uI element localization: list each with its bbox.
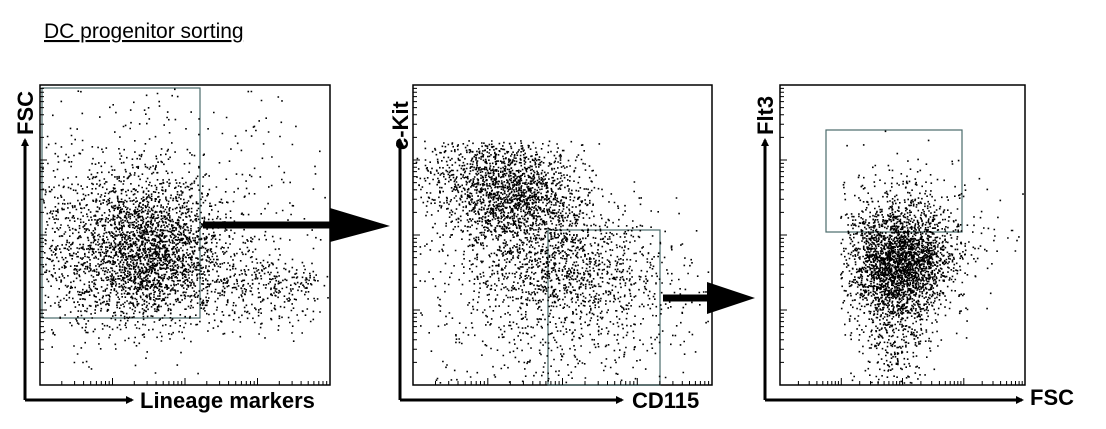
x-axis-label: Lineage markers	[140, 388, 315, 413]
flow-arrow-head	[707, 282, 755, 314]
gate	[547, 229, 661, 386]
flow-arrow-head	[330, 208, 390, 242]
event-dots	[42, 88, 329, 375]
event-dots	[840, 130, 1024, 384]
y-axis-label: Flt3	[753, 96, 778, 135]
y-axis-label: FSC	[13, 91, 38, 135]
x-axis-label: CD115	[632, 388, 699, 413]
gate	[41, 87, 201, 319]
x-axis-label: FSC	[1030, 385, 1074, 410]
figure-title: DC progenitor sorting	[44, 20, 244, 43]
axis-ticks	[39, 87, 328, 386]
y-axis-label: c-Kit	[388, 100, 413, 150]
events	[415, 140, 710, 384]
plot-frame	[412, 84, 713, 386]
events	[840, 130, 1024, 384]
axis-ticks	[412, 87, 710, 386]
events	[42, 88, 329, 375]
axis-ticks	[779, 87, 1023, 386]
event-dots	[415, 140, 710, 384]
gate	[825, 129, 963, 233]
